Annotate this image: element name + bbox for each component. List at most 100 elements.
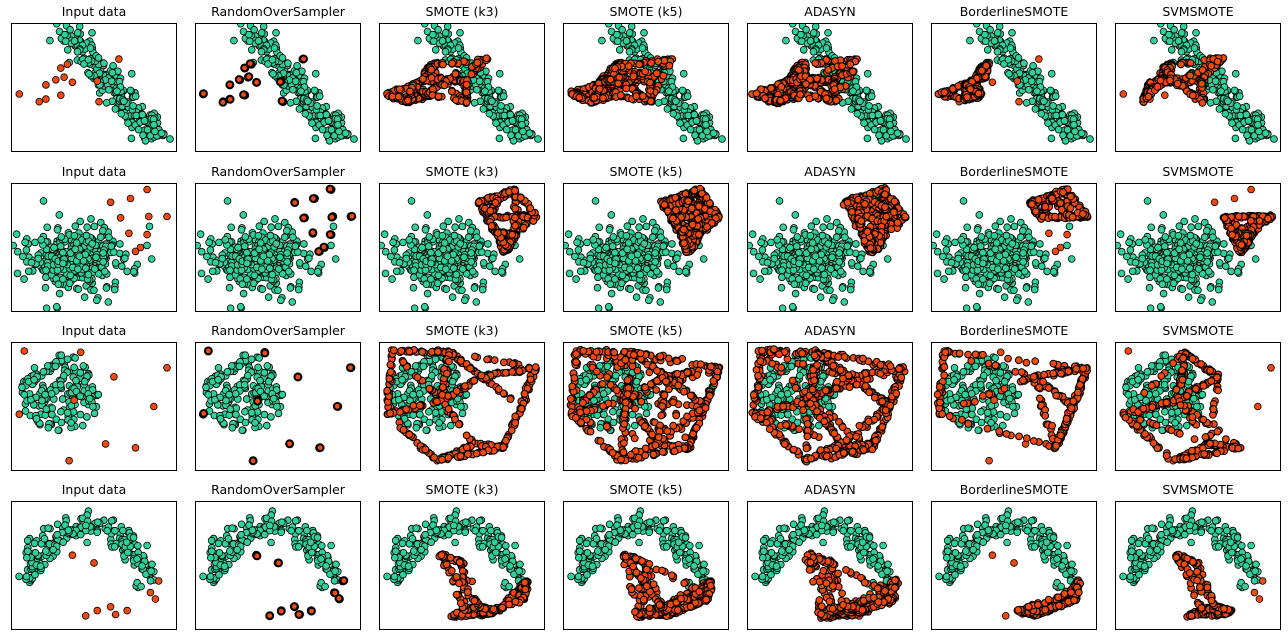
majority-point (1059, 131, 1067, 140)
synthetic-point (606, 75, 615, 84)
majority-point (1040, 97, 1048, 105)
majority-point (1047, 134, 1056, 143)
majority-point (138, 110, 147, 119)
majority-point (150, 121, 158, 129)
minority-point (1013, 77, 1022, 85)
synthetic-point (846, 60, 855, 69)
majority-point (1190, 44, 1199, 52)
synthetic-point (805, 94, 814, 103)
subplot-r1-c2: RandomOverSampler (195, 2, 361, 152)
majority-point (250, 25, 258, 34)
majority-point (52, 303, 61, 311)
majority-point (986, 25, 994, 34)
majority-point (88, 29, 96, 37)
majority-point (70, 231, 79, 240)
majority-point (492, 119, 500, 127)
majority-point (268, 55, 277, 64)
majority-point (495, 134, 504, 143)
majority-point (245, 30, 253, 39)
synthetic-point (1153, 82, 1162, 91)
majority-point (640, 29, 648, 37)
majority-point (335, 127, 343, 136)
majority-point (1165, 37, 1174, 46)
majority-point (495, 69, 504, 78)
majority-point (61, 37, 70, 46)
majority-point (702, 121, 710, 129)
synthetic-point (641, 67, 649, 76)
subplot-r1-c5: ADASYN (747, 2, 913, 152)
synthetic-point (752, 89, 761, 98)
majority-point (847, 105, 856, 113)
majority-point (414, 36, 422, 45)
majority-point (497, 102, 505, 110)
majority-point (84, 55, 93, 64)
majority-point (972, 23, 981, 28)
majority-point (853, 109, 862, 118)
synthetic-point (639, 92, 647, 100)
majority-point (1044, 119, 1052, 127)
synthetic-point (234, 75, 244, 84)
majority-point (107, 77, 116, 86)
majority-point (849, 87, 857, 95)
majority-point (22, 246, 31, 254)
majority-point (121, 254, 129, 262)
synthetic-point (473, 58, 482, 67)
majority-point (983, 45, 992, 54)
majority-point (627, 23, 636, 31)
synthetic-point (1144, 92, 1153, 101)
minority-point (1119, 90, 1128, 98)
majority-point (327, 125, 336, 134)
majority-point (70, 37, 79, 45)
synthetic-point (1173, 79, 1182, 88)
majority-point (113, 87, 121, 95)
majority-point (1051, 92, 1060, 101)
majority-point (420, 23, 429, 28)
majority-point (488, 97, 496, 105)
majority-point (799, 45, 808, 54)
majority-point (1025, 85, 1033, 94)
minority-point (60, 73, 68, 81)
majority-point (672, 97, 680, 105)
synthetic-point (448, 87, 456, 96)
majority-point (1177, 47, 1186, 56)
majority-point (236, 23, 245, 28)
majority-point (1211, 77, 1220, 86)
majority-point (131, 92, 140, 101)
majority-point (822, 44, 831, 52)
majority-point (257, 29, 266, 37)
majority-point (663, 105, 672, 113)
synthetic-point (225, 80, 235, 90)
majority-point (143, 125, 152, 134)
majority-point (431, 45, 440, 54)
majority-point (1254, 121, 1262, 129)
majority-point (80, 293, 89, 301)
majority-point (73, 29, 82, 37)
subplot-title: Input data (61, 164, 127, 179)
majority-point (485, 109, 494, 118)
majority-point (1217, 87, 1225, 95)
majority-point (127, 69, 136, 78)
majority-point (111, 259, 120, 267)
minority-point (42, 81, 50, 89)
majority-point (341, 129, 350, 137)
synthetic-point (963, 93, 971, 102)
majority-point (1270, 135, 1278, 143)
minority-point (95, 97, 103, 106)
synthetic-point (1177, 60, 1185, 69)
majority-point (286, 99, 295, 107)
majority-point (692, 117, 701, 125)
majority-point (811, 23, 820, 31)
majority-point (151, 127, 159, 136)
subplot-title: ADASYN (804, 4, 856, 19)
synthetic-point (462, 80, 471, 89)
majority-point (691, 131, 699, 140)
synthetic-point (1197, 79, 1206, 88)
majority-point (1005, 70, 1013, 78)
majority-point (291, 77, 300, 86)
majority-point (1037, 109, 1046, 118)
majority-point (1031, 105, 1040, 113)
majority-point (66, 25, 74, 34)
synthetic-point (1213, 57, 1222, 66)
majority-point (1150, 36, 1158, 45)
majority-point (127, 134, 136, 143)
